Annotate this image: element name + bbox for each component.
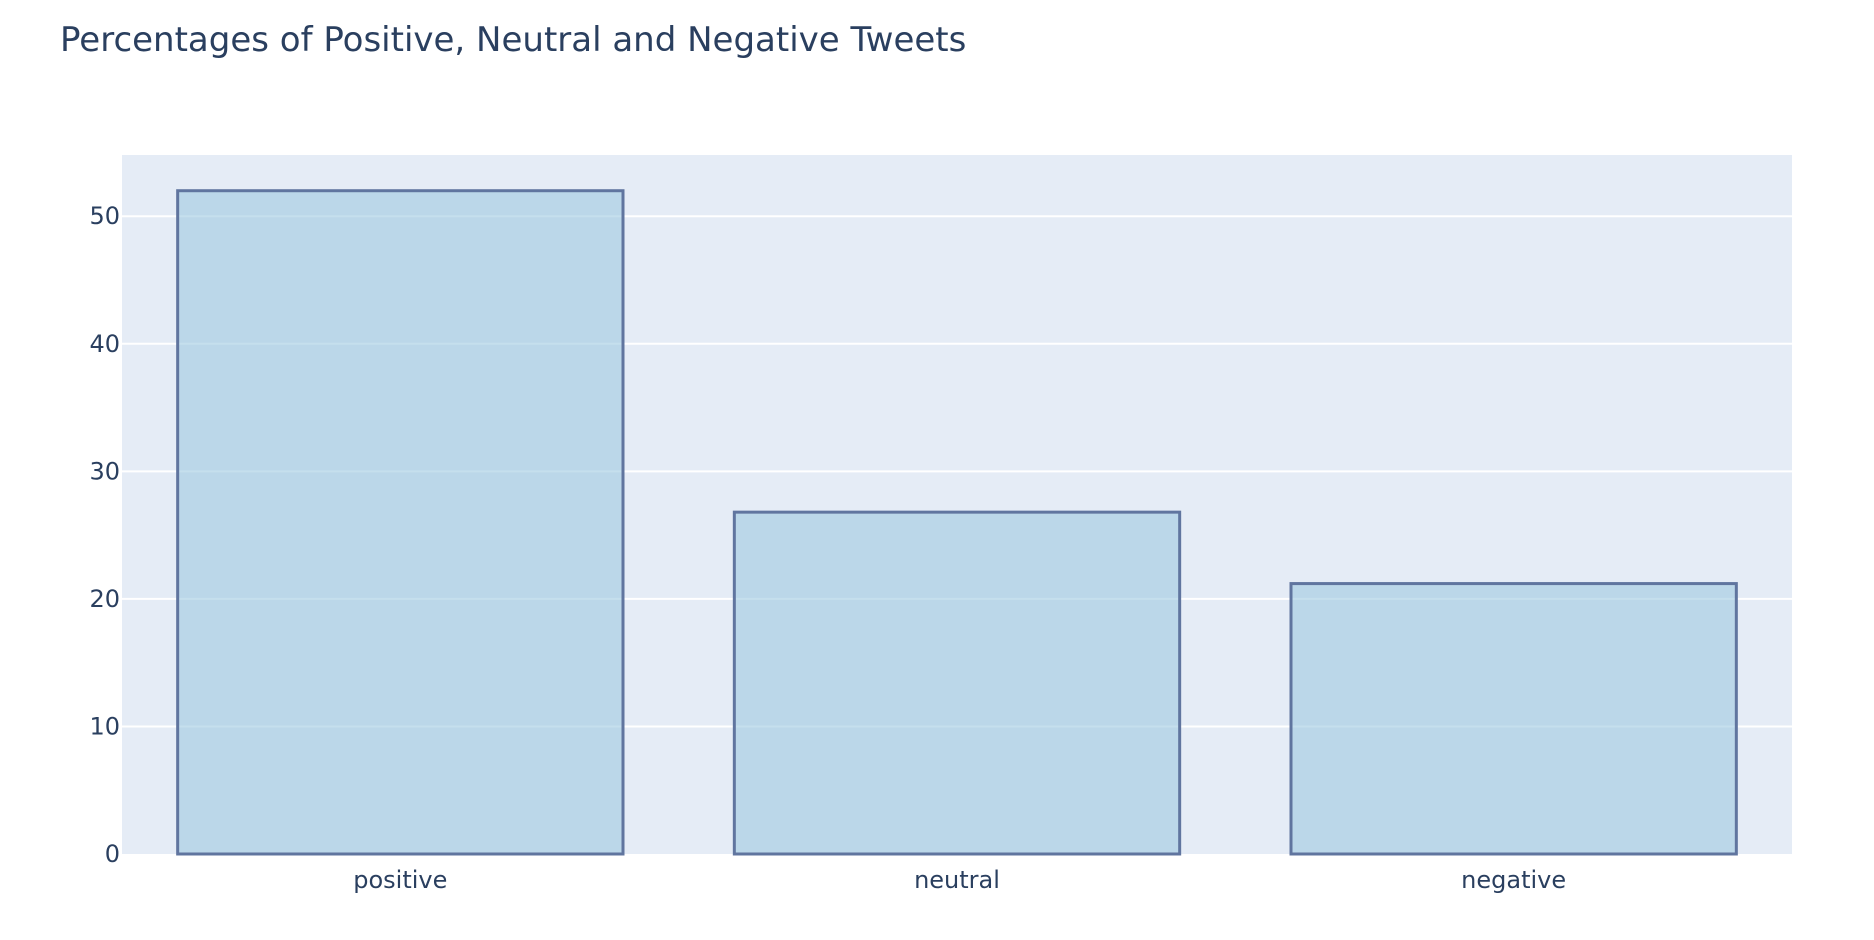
y-tick-label: 10 bbox=[89, 712, 120, 740]
x-tick-label: negative bbox=[1461, 866, 1566, 894]
y-axis-ticks: 0 10 20 30 40 50 bbox=[89, 202, 120, 868]
x-tick-label: positive bbox=[353, 866, 447, 894]
y-tick-label: 50 bbox=[89, 202, 120, 230]
chart-title: Percentages of Positive, Neutral and Neg… bbox=[60, 20, 967, 60]
x-tick-label: neutral bbox=[914, 866, 1000, 894]
y-tick-label: 0 bbox=[105, 840, 120, 868]
x-axis-ticks: positive neutral negative bbox=[353, 866, 1566, 894]
bars bbox=[176, 189, 1738, 856]
bar-negative bbox=[1289, 582, 1738, 856]
y-tick-label: 40 bbox=[89, 330, 120, 358]
bar-positive bbox=[176, 189, 625, 856]
y-tick-label: 30 bbox=[89, 457, 120, 485]
bar-neutral bbox=[732, 510, 1182, 856]
y-tick-label: 20 bbox=[89, 585, 120, 613]
